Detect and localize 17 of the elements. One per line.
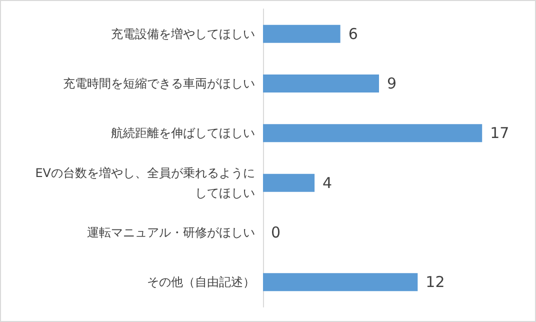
bar [263, 174, 315, 192]
data-label: 6 [348, 24, 358, 43]
bar [263, 74, 379, 92]
y-tick-label: 航続距離を伸ばしてほしい [111, 126, 255, 140]
data-label: 0 [271, 224, 281, 242]
y-tick-label: その他（自由記述） [147, 275, 255, 290]
bar [263, 273, 418, 292]
y-tick-label: EVの台数を増やし、全員が乗れるようにしてほしい [35, 166, 255, 200]
y-tick-label: 充電時間を短縮できる車両がほしい [63, 76, 255, 90]
y-tick-label: 運転マニュアル・研修がほしい [87, 226, 255, 240]
bar [263, 24, 340, 43]
bar [263, 124, 482, 142]
data-label: 12 [426, 273, 445, 292]
data-label: 9 [387, 74, 397, 92]
data-label: 4 [322, 174, 332, 192]
y-tick-label: 充電設備を増やしてほしい [111, 26, 255, 41]
data-label: 17 [490, 124, 510, 142]
